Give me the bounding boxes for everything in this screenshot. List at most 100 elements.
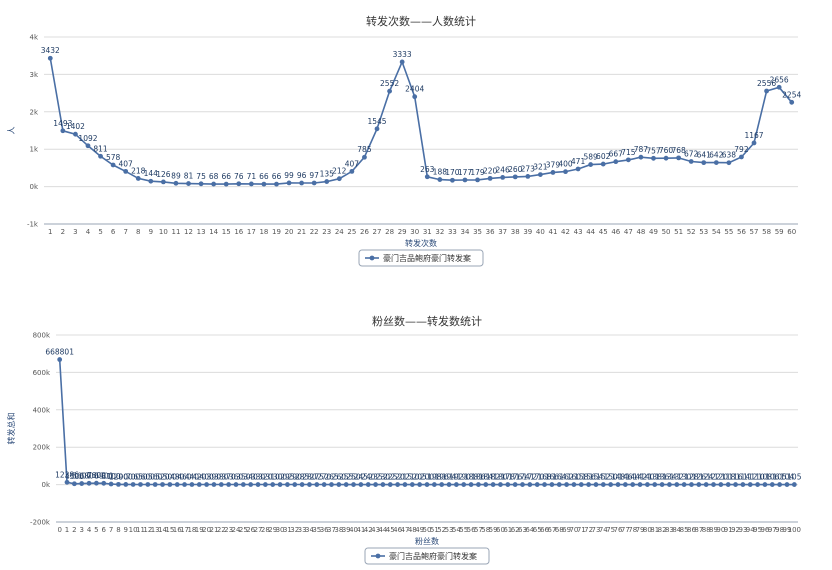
data-point[interactable] [255, 482, 261, 487]
data-point[interactable] [98, 153, 103, 159]
data-point[interactable] [483, 482, 489, 487]
data-point[interactable] [196, 482, 202, 487]
data-point[interactable] [739, 154, 744, 160]
data-point[interactable] [299, 482, 305, 487]
data-point[interactable] [73, 131, 78, 137]
data-point[interactable] [527, 482, 533, 487]
data-point[interactable] [223, 181, 229, 187]
data-point[interactable] [362, 154, 367, 160]
data-point[interactable] [637, 482, 643, 487]
data-point[interactable] [261, 181, 267, 187]
data-point[interactable] [498, 482, 503, 487]
data-point[interactable] [450, 177, 455, 183]
data-point[interactable] [644, 482, 650, 487]
data-point[interactable] [563, 169, 568, 175]
data-point[interactable] [718, 482, 724, 487]
data-point[interactable] [189, 482, 195, 487]
data-point[interactable] [387, 88, 392, 94]
data-point[interactable] [395, 482, 401, 487]
data-point[interactable] [85, 143, 91, 149]
data-point[interactable] [784, 482, 790, 487]
data-point[interactable] [703, 482, 709, 487]
data-point[interactable] [520, 482, 525, 487]
data-point[interactable] [777, 482, 783, 487]
data-point[interactable] [764, 88, 769, 94]
data-point[interactable] [762, 482, 768, 487]
data-point[interactable] [608, 482, 614, 487]
data-point[interactable] [402, 482, 408, 487]
data-point[interactable] [424, 482, 430, 487]
data-point[interactable] [659, 482, 665, 487]
data-point[interactable] [211, 181, 217, 187]
data-point[interactable] [64, 479, 70, 485]
data-point[interactable] [123, 482, 129, 487]
data-point[interactable] [373, 482, 378, 487]
data-point[interactable] [47, 55, 53, 61]
data-point[interactable] [409, 482, 415, 487]
data-point[interactable] [505, 482, 511, 487]
data-point[interactable] [476, 482, 481, 487]
data-point[interactable] [487, 175, 493, 181]
data-point[interactable] [336, 482, 342, 487]
data-point[interactable] [667, 482, 672, 487]
data-point[interactable] [173, 180, 179, 186]
data-point[interactable] [726, 160, 732, 166]
data-point[interactable] [240, 482, 246, 487]
data-point[interactable] [688, 159, 694, 164]
data-point[interactable] [701, 160, 707, 166]
data-point[interactable] [588, 162, 594, 167]
data-point[interactable] [186, 181, 191, 186]
data-point[interactable] [689, 482, 694, 487]
data-point[interactable] [651, 155, 656, 161]
data-point[interactable] [285, 482, 290, 487]
data-point[interactable] [321, 482, 327, 487]
data-point[interactable] [615, 482, 621, 487]
data-point[interactable] [537, 172, 543, 177]
data-point[interactable] [789, 99, 795, 105]
data-point[interactable] [512, 482, 518, 487]
data-point[interactable] [751, 140, 757, 146]
data-point[interactable] [387, 482, 393, 487]
data-point[interactable] [755, 482, 760, 487]
data-point[interactable] [343, 482, 349, 487]
data-point[interactable] [437, 177, 443, 182]
data-point[interactable] [374, 126, 380, 132]
data-point[interactable] [233, 482, 239, 487]
data-point[interactable] [218, 482, 224, 487]
data-point[interactable] [311, 180, 317, 186]
data-point[interactable] [182, 482, 187, 487]
data-point[interactable] [138, 482, 143, 487]
data-point[interactable] [475, 177, 480, 183]
data-point[interactable] [431, 482, 437, 487]
data-point[interactable] [86, 480, 92, 486]
data-point[interactable] [663, 155, 669, 161]
data-point[interactable] [336, 176, 342, 182]
data-point[interactable] [676, 155, 682, 161]
data-point[interactable] [226, 482, 232, 487]
data-point[interactable] [314, 482, 320, 487]
data-point[interactable] [60, 128, 66, 134]
data-point[interactable] [236, 181, 242, 187]
data-point[interactable] [733, 482, 738, 487]
data-point[interactable] [204, 482, 210, 487]
data-point[interactable] [324, 179, 330, 184]
data-point[interactable] [145, 482, 151, 487]
data-point[interactable] [211, 482, 217, 487]
data-point[interactable] [578, 482, 584, 487]
data-point[interactable] [586, 482, 592, 487]
data-point[interactable] [490, 482, 496, 487]
data-point[interactable] [307, 482, 312, 487]
data-point[interactable] [542, 482, 547, 487]
data-point[interactable] [625, 157, 631, 163]
data-point[interactable] [630, 482, 636, 487]
data-point[interactable] [130, 482, 136, 487]
data-point[interactable] [274, 181, 279, 187]
data-point[interactable] [351, 482, 356, 487]
data-point[interactable] [674, 482, 680, 487]
data-point[interactable] [71, 481, 77, 487]
data-point[interactable] [534, 482, 540, 487]
data-point[interactable] [329, 482, 334, 487]
legend[interactable]: 豪门吉品鲍府豪门转发案 [364, 547, 490, 565]
data-point[interactable] [358, 482, 364, 487]
data-point[interactable] [412, 94, 418, 100]
